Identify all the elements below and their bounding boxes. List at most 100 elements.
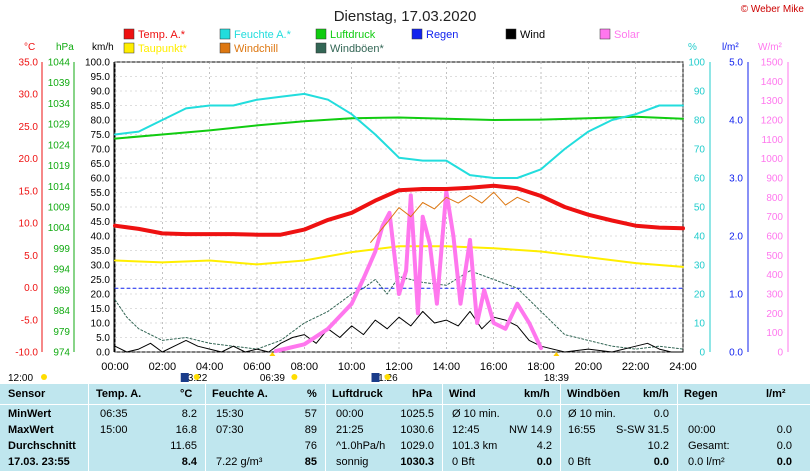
kmh-tick-label: 60.0	[91, 174, 111, 185]
series-line-windb-en	[114, 270, 684, 350]
kmh-tick-label: 85.0	[91, 101, 111, 112]
table-cell-p-time: 00:00	[336, 408, 364, 420]
x-axis: 00:00 02:00 04:00 06:00 08:00 10:00 12:00 14:00…	[8, 352, 697, 384]
table-cell-t-val: 8.4	[181, 456, 197, 468]
pct-tick-label: 20	[694, 290, 706, 301]
header-pressure: Luftdruck	[332, 388, 383, 400]
solar-tick-label: 800	[766, 193, 783, 204]
solar-tick-label: 100	[766, 328, 783, 339]
copyright-text: © Weber Mike	[740, 4, 804, 15]
moon-icon	[180, 373, 189, 382]
table-cell-h-val: 76	[304, 440, 317, 452]
legend-swatch	[315, 42, 327, 54]
kmh-tick-label: 30.0	[91, 261, 111, 272]
x-tick-label: 18:00	[527, 361, 555, 373]
rain-tick-label: 0.0	[729, 348, 743, 359]
legend-swatch	[599, 28, 611, 40]
header-pressure-unit: hPa	[412, 388, 433, 400]
table-cell-g-val: 0.0	[653, 456, 669, 468]
solar-tick-label: 400	[766, 270, 783, 281]
legend-label: Regen	[426, 29, 458, 41]
series-line-windchill	[370, 191, 530, 243]
table-cell-g-time: 16:55	[568, 424, 596, 436]
header-wind: Wind	[449, 388, 476, 400]
table-cell-g-val: 31.5	[647, 424, 669, 436]
table-cell-w-time: 101.3 km	[452, 440, 498, 452]
temp-axis-unit: °C	[24, 42, 35, 53]
solar-tick-label: 200	[766, 309, 783, 320]
kmh-tick-label: 5.0	[96, 333, 110, 344]
kmh-tick-label: 25.0	[91, 275, 111, 286]
temp-tick-label: -5.0	[21, 315, 39, 326]
hpa-tick-label: 979	[53, 327, 70, 338]
hpa-tick-label: 1014	[48, 182, 71, 193]
temp-tick-label: 5.0	[24, 251, 38, 262]
moon-icon	[371, 373, 380, 382]
x-tick-label: 16:00	[480, 361, 508, 373]
x-tick-label: 12:00	[385, 361, 413, 373]
table-cell-t-time: 15:00	[100, 424, 128, 436]
legend-label: Luftdruck	[330, 29, 376, 41]
kmh-tick-label: 40.0	[91, 232, 111, 243]
pct-axis-unit: %	[688, 42, 697, 53]
rain-axis-unit: l/m²	[722, 42, 739, 53]
temp-tick-label: -10.0	[15, 348, 38, 359]
kmh-tick-label: 0.0	[96, 348, 110, 359]
kmh-tick-label: 10.0	[91, 319, 111, 330]
series-line-solar	[273, 189, 543, 353]
solar-tick-label: 700	[766, 212, 783, 223]
hpa-axis-unit: hPa	[56, 42, 74, 53]
temp-tick-label: 15.0	[19, 186, 39, 197]
rain-tick-label: 1.0	[729, 290, 743, 301]
legend-label: Windchill	[234, 43, 278, 55]
table-cell-p-val: 1029.0	[400, 440, 434, 452]
table-cell-h-time: 15:30	[216, 408, 244, 420]
sun-marker-icon	[553, 352, 560, 356]
hpa-tick-label: 1044	[48, 58, 71, 69]
table-cell-g-time: Ø 10 min.	[568, 408, 616, 420]
table-cell-r-time: 00:00	[688, 424, 716, 436]
table-cell-t-val: 16.8	[175, 424, 197, 436]
hpa-tick-label: 1004	[48, 223, 71, 234]
table-cell-g-val: 10.2	[647, 440, 669, 452]
kmh-tick-label: 75.0	[91, 130, 111, 141]
chart-title: Dienstag, 17.03.2020	[334, 8, 477, 25]
pct-tick-label: 100	[688, 58, 705, 69]
kmh-tick-label: 35.0	[91, 246, 111, 257]
table-cell-p-time: 21:25	[336, 424, 364, 436]
x-tick-label: 06:00	[243, 361, 271, 373]
x-tick-label: 00:00	[101, 361, 129, 373]
rain-tick-label: 3.0	[729, 174, 743, 185]
table-cell-p-time: sonnig	[336, 456, 369, 468]
table-cell-t-val: 11.65	[170, 440, 197, 452]
solar-tick-label: 600	[766, 232, 783, 243]
table-cell-h-val: 85	[304, 456, 317, 468]
x-tick-label: 08:00	[291, 361, 319, 373]
kmh-tick-label: 20.0	[91, 290, 111, 301]
pct-tick-label: 30	[694, 261, 706, 272]
table-cell-r-time: Gesamt:	[688, 440, 730, 452]
pct-tick-label: 70	[694, 145, 706, 156]
temp-tick-label: 25.0	[19, 122, 39, 133]
table-cell-h-val: 57	[304, 408, 317, 420]
solar-tick-label: 0	[777, 348, 783, 359]
table-cell-label: MinWert	[8, 408, 52, 420]
kmh-tick-label: 50.0	[91, 203, 111, 214]
pct-tick-label: 80	[694, 116, 706, 127]
legend-swatch	[123, 28, 135, 40]
legend-label: Windböen*	[330, 43, 385, 55]
sunset-label: 18:39	[544, 373, 569, 384]
table-cell-p-val: 1025.5	[400, 408, 434, 420]
table-cell-r-val: 0.0	[776, 456, 792, 468]
sun-marker-icon	[269, 352, 276, 356]
legend-label: Feuchte A.*	[234, 29, 292, 41]
table-cell-p-val: 1030.6	[400, 424, 434, 436]
series-line-wind	[114, 310, 684, 353]
kmh-tick-label: 90.0	[91, 87, 111, 98]
plot-area	[113, 92, 685, 353]
sun-icon	[384, 374, 391, 380]
pct-tick-label: 40	[694, 232, 706, 243]
solar-tick-label: 1200	[761, 116, 784, 127]
hpa-tick-label: 974	[53, 348, 70, 359]
header-rain: Regen	[684, 388, 718, 400]
